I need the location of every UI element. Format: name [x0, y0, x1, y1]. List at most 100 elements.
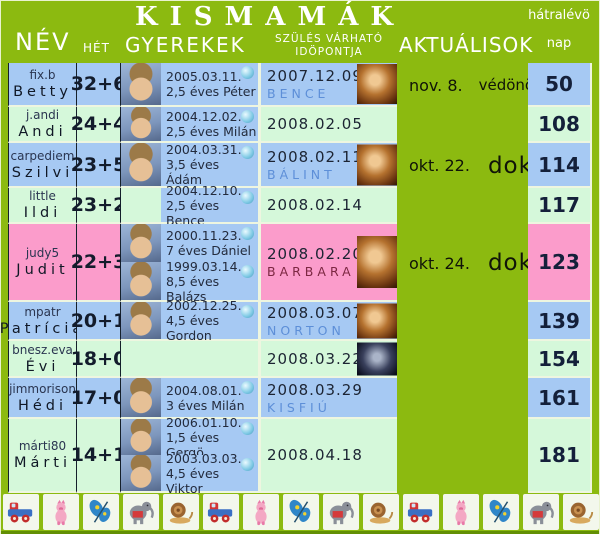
actuals-cell	[397, 302, 526, 341]
snail-icon	[563, 494, 599, 530]
days-left-cell: 154	[528, 341, 592, 378]
member-name: Ildi	[23, 205, 62, 221]
unborn-baby-name: BARBARA	[267, 264, 355, 279]
table-row: jimmorison Hédi 17+0 2004.08.01. 3 éves Milá…	[8, 378, 594, 419]
pregnancy-week-cell: 17+0	[71, 378, 126, 419]
due-date: 2007.12.09	[267, 67, 363, 85]
member-name-cell: jimmorison Hédi	[8, 378, 77, 419]
days-left-cell: 114	[528, 143, 592, 188]
child-info: 2004.12.10. 2,5 éves Bence	[161, 183, 258, 228]
baby-face-icon	[241, 227, 254, 240]
child-photo	[121, 302, 161, 339]
children-cell: 2002.12.25. 4,5 éves Gordon	[121, 298, 261, 343]
child-age-name: 4,5 éves Gordon	[166, 313, 220, 343]
page-title: KISMAMÁK	[134, 2, 406, 32]
baby-face-icon	[241, 66, 254, 79]
member-name: Patrícia	[0, 320, 86, 337]
days-left-cell: 108	[528, 107, 592, 143]
child-birthdate: 2004.08.01.	[166, 382, 242, 398]
column-header-children: GYEREKEK	[125, 33, 246, 57]
due-date-cell: 2008.02.05	[261, 107, 397, 143]
children-cell: 2006.01.10. 1,5 éves Gergö 2003.03.03. 4,5 …	[121, 415, 261, 496]
column-header-due-line2: IDÖPONTJA	[295, 46, 363, 58]
column-header-week: HÉT	[83, 41, 110, 55]
footer-icon-strip	[3, 494, 599, 530]
children-cell	[121, 341, 261, 378]
actuals-cell	[397, 341, 526, 378]
child-info: 2004.12.02. 2,5 éves Milán	[161, 107, 258, 141]
child-entry: 2005.03.11. 2,5 éves Péter	[121, 63, 258, 105]
column-header-due-date: SZÜLÉS VÁRHATÓ IDÖPONTJA	[259, 33, 399, 59]
elephant-icon	[123, 494, 159, 530]
pregnancy-week-cell: 23+2	[71, 188, 126, 224]
actuals-cell	[397, 188, 526, 224]
pregnancy-week-cell: 23+5	[71, 143, 126, 188]
ultrasound-image	[357, 144, 397, 185]
due-date-cell: 2008.03.22	[261, 341, 397, 378]
child-photo	[121, 143, 161, 186]
pregnancy-week-cell: 24+4	[71, 107, 126, 143]
days-left-cell: 139	[528, 302, 592, 341]
member-name-cell: little Ildi	[8, 188, 77, 224]
table-row: márti80 Márti 14+1 2006.01.10. 1,5 éves Gerg…	[8, 415, 594, 496]
child-age-name: 3 éves Milán	[166, 397, 245, 413]
member-name-cell: j.andi Andi	[8, 107, 77, 143]
actuals-cell	[397, 378, 526, 419]
table-body: fix.b Betty 32+6 2005.03.11. 2,5 éves Péter 2…	[0, 63, 594, 496]
due-date: 2008.02.20	[267, 245, 363, 263]
child-age-name: 2,5 éves Péter	[166, 84, 256, 99]
child-info: 2003.03.03. 4,5 éves Viktor	[161, 451, 258, 496]
baby-face-icon	[241, 458, 254, 471]
due-date-cell: 2008.02.11 BÁLINT	[261, 143, 397, 188]
children-cell: 2004.12.10. 2,5 éves Bence	[121, 183, 261, 228]
actuals-cell: nov. 8. védönö	[397, 63, 534, 107]
child-entry: 2000.11.23. 7 éves Dániel	[121, 224, 258, 262]
pig-icon	[43, 494, 79, 530]
pregnancy-week-cell: 22+3	[71, 224, 126, 302]
due-date: 2008.03.22	[267, 349, 363, 368]
due-date: 2008.02.05	[267, 115, 363, 133]
child-birthdate: 2004.12.10.	[166, 182, 242, 198]
due-date-cell: 2008.03.07 NORTON	[261, 302, 397, 341]
member-nickname: j.andi	[25, 108, 60, 122]
child-birthdate: 2004.12.02.	[166, 109, 242, 124]
child-info: 2004.03.31. 3,5 éves Ádám	[161, 142, 258, 187]
actuals-cell	[397, 107, 526, 143]
pregnancy-week-cell: 32+6	[71, 63, 126, 107]
child-entry: 1999.03.14. 8,5 éves Balázs	[121, 259, 258, 304]
member-name-cell: mpatr Patrícia	[0, 302, 81, 341]
actual-appointment-date: okt. 22.	[409, 156, 470, 175]
child-age-name: 4,5 éves Viktor	[166, 465, 220, 496]
child-age-name: 7 éves Dániel	[166, 243, 252, 258]
due-date-cell: 2008.02.14	[261, 188, 397, 224]
column-header-name: NÉV	[15, 28, 71, 56]
table-row: j.andi Andi 24+4 2004.12.02. 2,5 éves Milán 2…	[8, 107, 594, 143]
truck-icon	[403, 494, 439, 530]
due-date: 2008.03.07	[267, 303, 363, 322]
child-entry: 2003.03.03. 4,5 éves Viktor	[121, 451, 258, 496]
table-row: judy5 Judit 22+3 2000.11.23. 7 éves Dániel 19…	[8, 224, 594, 304]
table-row: carpediem Szilvi 23+5 2004.03.31. 3,5 éves Á…	[8, 142, 594, 188]
children-cell: 2004.03.31. 3,5 éves Ádám	[121, 142, 261, 188]
due-date-cell: 2007.12.09 BENCE	[261, 63, 397, 107]
days-left-cell: 117	[528, 188, 592, 224]
children-cell: 2000.11.23. 7 éves Dániel 1999.03.14. 8,5 é…	[121, 224, 261, 304]
child-entry: 2004.03.31. 3,5 éves Ádám	[121, 142, 258, 187]
member-name-cell: fix.b Betty	[8, 63, 77, 107]
child-info: 2000.11.23. 7 éves Dániel	[161, 224, 258, 262]
child-birthdate: 2002.12.25.	[166, 298, 242, 313]
baby-face-icon	[241, 110, 254, 123]
baby-face-icon	[241, 146, 254, 159]
unborn-baby-name: KISFIÚ	[267, 399, 331, 415]
children-cell: 2004.12.02. 2,5 éves Milán	[121, 107, 261, 143]
member-nickname: jimmorison	[9, 381, 76, 396]
baby-face-icon	[241, 422, 254, 435]
snail-icon	[163, 494, 199, 530]
ultrasound-image	[357, 342, 397, 375]
due-date-cell: 2008.04.18	[261, 419, 397, 493]
due-date: 2008.02.14	[267, 196, 363, 214]
actuals-cell	[397, 419, 526, 493]
actual-appointment-date: okt. 24.	[409, 253, 470, 273]
actual-appointment-date: nov. 8.	[409, 75, 463, 95]
